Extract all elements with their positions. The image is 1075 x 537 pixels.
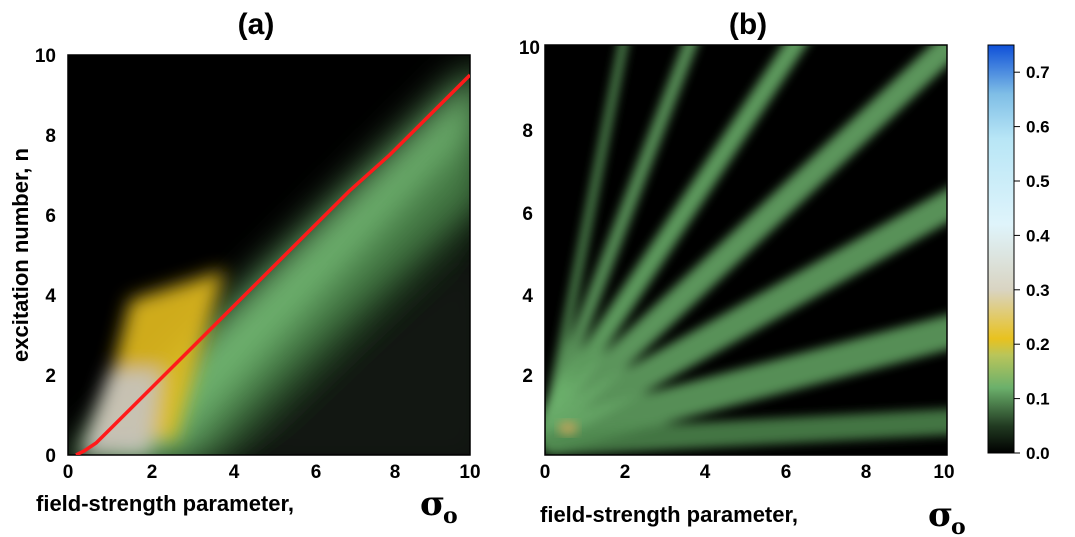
panel-b-y-tick: 8 (522, 121, 533, 142)
colorbar: 0.0 0.1 0.2 0.3 0.4 0.5 0.6 0.7 (987, 44, 1050, 463)
panel-b-band (545, 408, 947, 455)
panel-b-band (545, 188, 947, 442)
panel-b-x-tick: 6 (781, 462, 792, 483)
panel-a-x-tick: 8 (390, 462, 401, 483)
panel-a-x-tick: 6 (311, 462, 322, 483)
panel-b-band (545, 45, 807, 421)
panel-a-x-tick: 10 (459, 462, 480, 483)
panel-a-y-ticks: 0 2 4 6 8 10 (35, 46, 57, 467)
panel-a-y-tick: 6 (45, 206, 56, 227)
colorbar-tick-label: 0.3 (1026, 281, 1050, 300)
panel-b-y-tick: 6 (522, 204, 533, 225)
panel-b-x-label: field-strength parameter, (540, 502, 798, 527)
panel-a-x-ticks: 0 2 4 6 8 10 (63, 462, 481, 483)
panel-b-y-tick: 10 (519, 38, 540, 59)
panel-b-x-ticks: 0 2 4 6 8 10 (540, 462, 955, 483)
panel-b-title: (b) (729, 8, 767, 41)
colorbar-gradient (987, 44, 1015, 454)
colorbar-tick-label: 0.4 (1026, 226, 1050, 245)
colorbar-tick-label: 0.5 (1026, 172, 1050, 191)
panel-a-y-tick: 0 (45, 446, 56, 467)
panel-a-y-tick: 4 (45, 286, 56, 307)
panel-b-y-ticks: 2 4 6 8 10 (519, 38, 540, 387)
colorbar-tick-label: 0.0 (1026, 444, 1050, 463)
panel-a-overlay-line (75, 73, 470, 455)
panel-a-frame (67, 54, 471, 456)
panel-b-band (545, 45, 947, 432)
panel-a-y-tick: 2 (45, 366, 56, 387)
panel-b-x-tick: 10 (933, 462, 954, 483)
panel-b-x-label-subscript: o (951, 514, 966, 537)
panel-b-y-tick: 4 (522, 286, 533, 307)
panel-b-x-tick: 4 (700, 462, 711, 483)
panel-b-heatmap (545, 45, 947, 455)
panel-a-x-label-sigma: σ (420, 484, 445, 524)
panel-a-y-tick: 10 (35, 46, 56, 67)
panel-a-x-tick: 2 (147, 462, 158, 483)
panel-b-x-tick: 8 (861, 462, 872, 483)
panel-b-band (546, 45, 698, 410)
panel-a-x-label-subscript: o (443, 503, 458, 529)
panel-a-title: (a) (238, 8, 275, 41)
panel-b-x-tick: 0 (540, 462, 551, 483)
panel-b-band (548, 45, 628, 400)
colorbar-tick-label: 0.1 (1026, 390, 1050, 409)
panel-b-x-tick: 2 (620, 462, 631, 483)
colorbar-ticks: 0.0 0.1 0.2 0.3 0.4 0.5 0.6 0.7 (1014, 63, 1050, 463)
panel-a-y-tick: 8 (45, 126, 56, 147)
panel-a-x-tick: 4 (229, 462, 240, 483)
colorbar-tick-label: 0.6 (1026, 118, 1050, 137)
panel-a-y-label: excitation number, n (8, 148, 33, 362)
panel-a-x-tick: 0 (63, 462, 74, 483)
panel-b-y-tick: 2 (522, 366, 533, 387)
panel-a-x-label: field-strength parameter, (36, 491, 294, 516)
panel-b-band (545, 314, 947, 452)
panel-b-x-label-sigma: σ (928, 495, 953, 535)
colorbar-tick-label: 0.2 (1026, 335, 1050, 354)
panel-b-frame (544, 44, 948, 456)
colorbar-tick-label: 0.7 (1026, 63, 1050, 82)
